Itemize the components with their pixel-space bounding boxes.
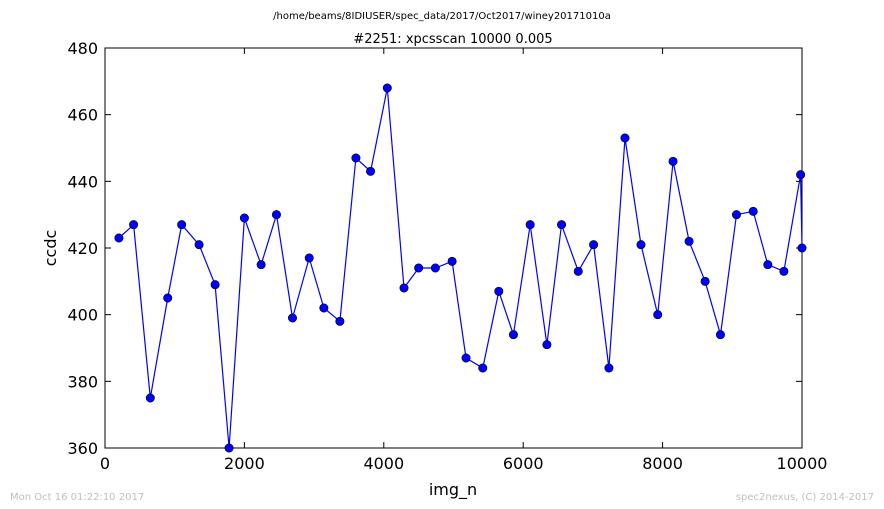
- x-tick-label: 10000: [777, 454, 828, 473]
- data-point: [478, 363, 488, 373]
- data-point: [620, 133, 630, 143]
- chart-title: #2251: xpcsscan 10000 0.005: [353, 32, 552, 47]
- x-tick-label: 0: [100, 454, 110, 473]
- data-point: [494, 286, 504, 296]
- x-tick-label: 4000: [363, 454, 404, 473]
- plot-area: [104, 47, 803, 449]
- data-point: [163, 293, 173, 303]
- x-tick-label: 8000: [642, 454, 683, 473]
- x-tick-label: 6000: [503, 454, 544, 473]
- footer-credit: spec2nexus, (C) 2014-2017: [735, 492, 874, 503]
- footer-timestamp: Mon Oct 16 01:22:10 2017: [10, 492, 145, 503]
- data-point: [194, 240, 204, 250]
- series-layer: [114, 83, 807, 453]
- y-tick-label: 360: [67, 439, 98, 458]
- x-axis-label: img_n: [429, 480, 477, 500]
- data-point: [351, 153, 361, 163]
- data-point: [668, 156, 678, 166]
- data-point: [557, 220, 567, 230]
- data-point: [256, 260, 266, 270]
- data-point: [239, 213, 249, 223]
- data-point: [271, 210, 281, 220]
- y-tick-label: 400: [67, 306, 98, 325]
- data-point: [508, 330, 518, 340]
- data-point: [210, 280, 220, 290]
- y-axis-label: ccdc: [41, 230, 60, 267]
- x-tick-label: 2000: [224, 454, 265, 473]
- data-point: [715, 330, 725, 340]
- data-point: [114, 233, 124, 243]
- data-point: [731, 210, 741, 220]
- y-tick-label: 380: [67, 372, 98, 391]
- data-point: [319, 303, 329, 313]
- data-point: [304, 253, 314, 263]
- data-point: [763, 260, 773, 270]
- data-point: [145, 393, 155, 403]
- data-point: [224, 443, 234, 453]
- data-point: [430, 263, 440, 273]
- data-point: [414, 263, 424, 273]
- data-point: [542, 340, 552, 350]
- data-point: [653, 310, 663, 320]
- data-point: [748, 206, 758, 216]
- data-point: [604, 363, 614, 373]
- data-point: [177, 220, 187, 230]
- data-point: [684, 236, 694, 246]
- y-tick-label: 420: [67, 239, 98, 258]
- data-point: [525, 220, 535, 230]
- data-point: [700, 276, 710, 286]
- data-point: [399, 283, 409, 293]
- y-tick-label: 480: [67, 39, 98, 58]
- data-point: [447, 256, 457, 266]
- suptitle: /home/beams/8IDIUSER/spec_data/2017/Oct2…: [273, 11, 611, 22]
- data-point: [797, 243, 807, 253]
- data-point: [335, 316, 345, 326]
- data-point: [366, 166, 376, 176]
- x-axis-ticks: 0 2000 4000 6000 8000 10000: [100, 48, 828, 473]
- data-point: [382, 83, 392, 93]
- y-tick-label: 460: [67, 106, 98, 125]
- data-point: [636, 240, 646, 250]
- data-point: [461, 353, 471, 363]
- y-tick-label: 440: [67, 172, 98, 191]
- data-point: [287, 313, 297, 323]
- data-point: [129, 220, 139, 230]
- data-point: [589, 240, 599, 250]
- y-axis-ticks: 360 380 400 420 440 460 480: [67, 39, 802, 458]
- data-point: [573, 266, 583, 276]
- data-point: [796, 170, 806, 180]
- data-point: [779, 266, 789, 276]
